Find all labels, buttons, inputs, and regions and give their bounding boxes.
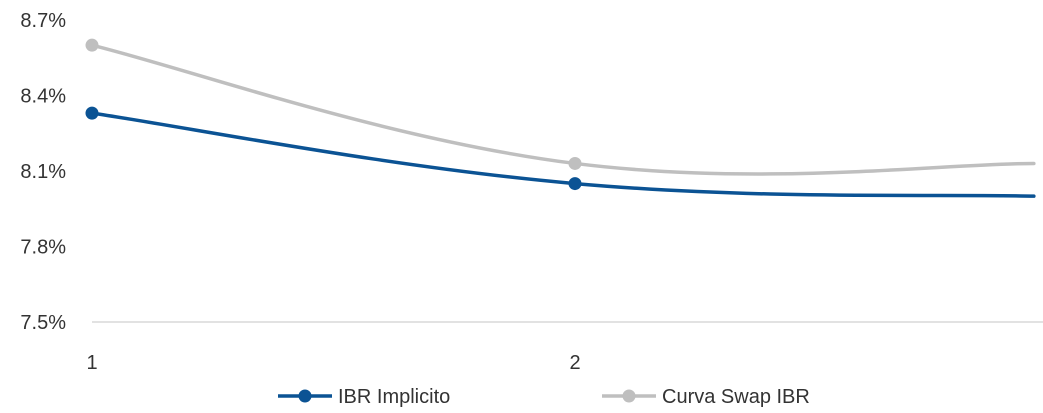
x-tick-label: 1	[86, 352, 97, 374]
series-layer	[85, 38, 1036, 198]
legend-item-curva-swap-ibr: Curva Swap IBR	[602, 386, 810, 408]
y-tick-label: 7.8%	[20, 237, 66, 259]
legend-swatch-marker	[298, 389, 312, 403]
legend-label: IBR Implicito	[338, 386, 450, 408]
series-line-curva-swap-ibr	[90, 43, 1036, 176]
y-axis-tick-labels: 8.7% 8.4% 8.1% 7.8% 7.5%	[20, 10, 66, 334]
data-point-curva-swap-ibr	[85, 38, 99, 52]
legend-swatch-marker	[622, 389, 636, 403]
y-tick-label: 8.4%	[20, 86, 66, 108]
chart-legend: IBR Implicito Curva Swap IBR	[278, 386, 810, 408]
y-tick-label: 8.7%	[20, 10, 66, 32]
data-point-ibr-implicito	[568, 177, 582, 191]
y-tick-label: 7.5%	[20, 312, 66, 334]
data-point-ibr-implicito	[85, 106, 99, 120]
data-point-curva-swap-ibr	[568, 156, 582, 170]
legend-item-ibr-implicito: IBR Implicito	[278, 386, 450, 408]
x-tick-label: 2	[569, 352, 580, 374]
legend-label: Curva Swap IBR	[662, 386, 810, 408]
series-line-ibr-implicito	[90, 111, 1036, 198]
y-tick-label: 8.1%	[20, 161, 66, 183]
